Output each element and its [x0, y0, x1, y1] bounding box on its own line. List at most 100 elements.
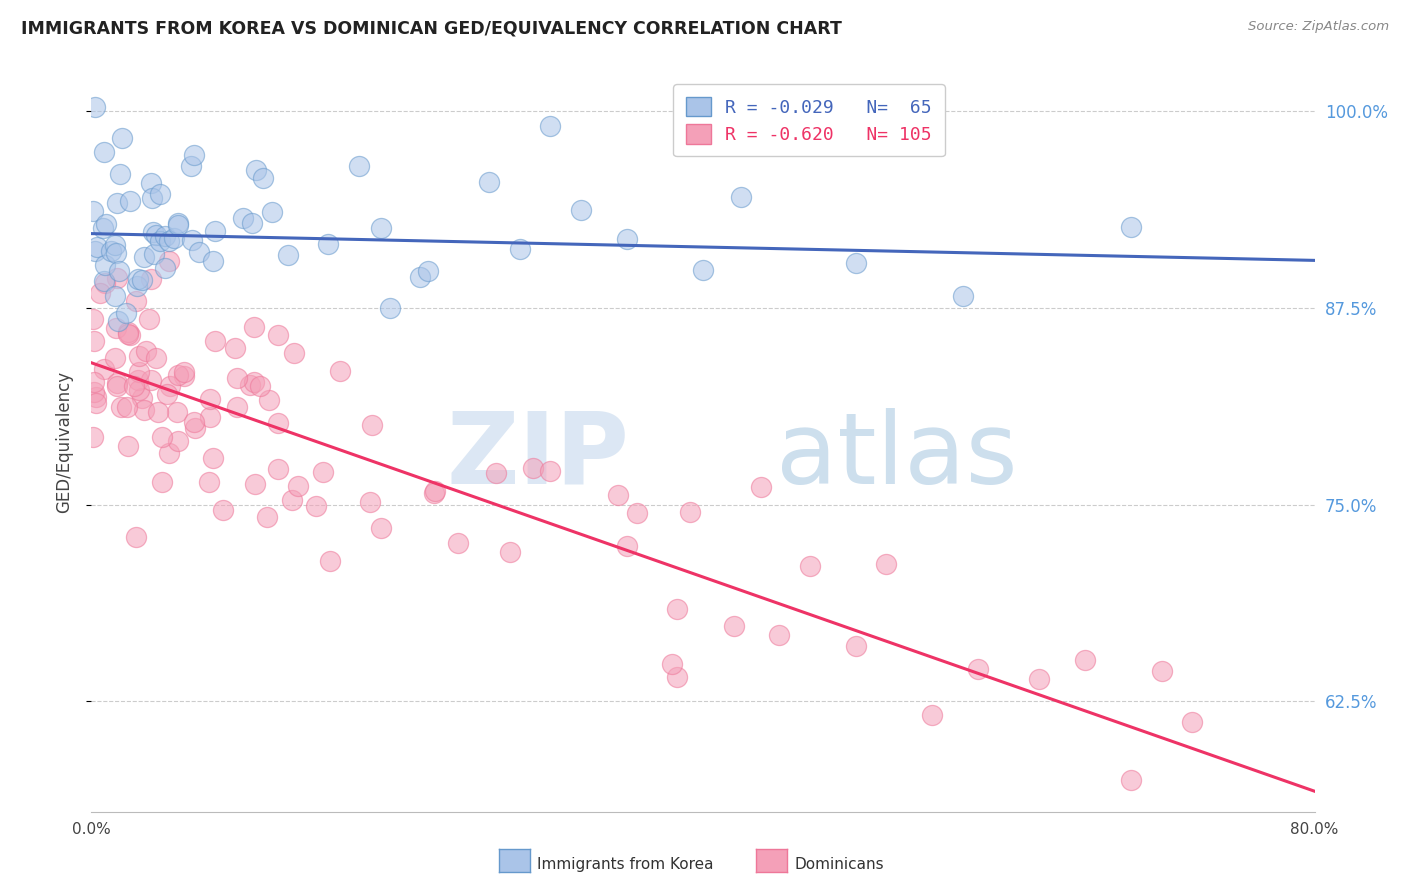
Point [125, 530, 148, 544]
Point [173, 369, 195, 384]
Point [538, 119, 561, 133]
Point [108, 263, 131, 277]
Point [266, 462, 288, 476]
Point [252, 171, 274, 186]
Point [127, 373, 149, 387]
Point [84, 244, 107, 258]
Text: Dominicans: Dominicans [794, 857, 884, 871]
Point [104, 237, 127, 252]
Point [1121, 773, 1143, 788]
Text: Immigrants from Korea: Immigrants from Korea [537, 857, 714, 871]
Point [128, 383, 150, 397]
Point [159, 254, 181, 268]
Point [1150, 664, 1173, 678]
Point [538, 464, 561, 478]
Point [159, 379, 181, 393]
Text: IMMIGRANTS FROM KOREA VS DOMINICAN GED/EQUIVALENCY CORRELATION CHART: IMMIGRANTS FROM KOREA VS DOMINICAN GED/E… [21, 20, 842, 37]
Point [305, 499, 328, 513]
Point [416, 264, 439, 278]
Point [967, 662, 990, 676]
Point [370, 221, 392, 235]
Point [149, 186, 172, 201]
Point [845, 256, 868, 270]
Point [692, 262, 714, 277]
Point [370, 521, 392, 535]
Point [626, 506, 648, 520]
Point [509, 242, 531, 256]
Point [152, 475, 174, 489]
Point [409, 269, 432, 284]
Point [187, 244, 209, 259]
Point [224, 341, 246, 355]
Point [141, 191, 163, 205]
Point [111, 130, 134, 145]
Text: ZIP: ZIP [447, 408, 630, 505]
Point [104, 245, 127, 260]
Point [202, 451, 225, 466]
Point [201, 254, 224, 268]
Point [723, 619, 745, 633]
Point [378, 301, 401, 316]
Point [359, 494, 381, 508]
Point [141, 373, 163, 387]
Point [86, 240, 108, 254]
Point [616, 539, 638, 553]
Point [114, 306, 136, 320]
Point [135, 344, 157, 359]
Point [139, 272, 162, 286]
Point [100, 244, 122, 259]
Point [166, 405, 188, 419]
Point [277, 248, 299, 262]
Point [82, 430, 104, 444]
Point [84, 396, 107, 410]
Point [952, 288, 974, 302]
Point [89, 286, 111, 301]
Point [1074, 652, 1097, 666]
Point [1028, 672, 1050, 686]
Point [328, 364, 350, 378]
Point [616, 232, 638, 246]
Point [259, 392, 281, 407]
Point [118, 327, 141, 342]
Point [139, 176, 162, 190]
Point [183, 147, 205, 161]
Text: atlas: atlas [776, 408, 1018, 505]
Point [423, 486, 446, 500]
Point [157, 234, 180, 248]
Point [93, 362, 115, 376]
Point [83, 385, 105, 400]
Point [93, 145, 115, 159]
Point [243, 476, 266, 491]
Point [768, 628, 790, 642]
Point [425, 483, 447, 498]
Point [82, 203, 104, 218]
Point [184, 421, 207, 435]
Point [84, 390, 107, 404]
Point [607, 488, 630, 502]
Point [243, 375, 266, 389]
Point [347, 159, 370, 173]
Point [198, 475, 221, 489]
Point [127, 272, 149, 286]
Point [1121, 219, 1143, 234]
Point [105, 376, 128, 390]
Point [103, 289, 125, 303]
Point [128, 365, 150, 379]
Point [478, 176, 501, 190]
Point [128, 349, 150, 363]
Point [84, 100, 107, 114]
Point [142, 225, 165, 239]
Point [499, 545, 522, 559]
Point [117, 325, 139, 339]
Point [287, 478, 309, 492]
Point [267, 327, 290, 342]
Point [240, 216, 263, 230]
Point [665, 670, 688, 684]
Point [281, 493, 304, 508]
Point [107, 314, 129, 328]
Point [82, 312, 104, 326]
Point [110, 401, 132, 415]
Point [105, 379, 128, 393]
Point [143, 247, 166, 261]
Point [569, 203, 592, 218]
